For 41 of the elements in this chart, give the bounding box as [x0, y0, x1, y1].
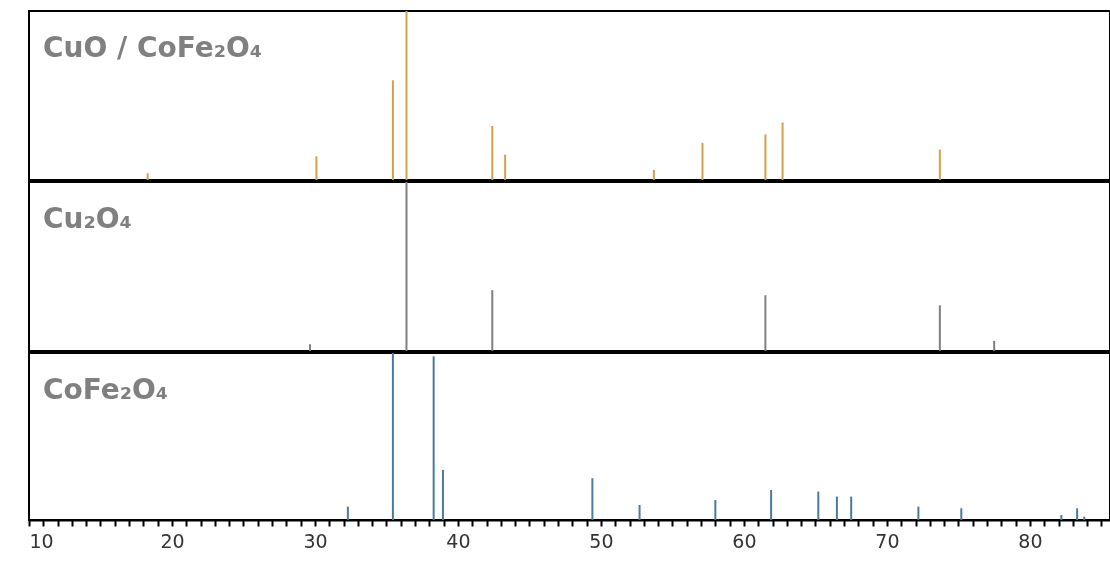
bar: [938, 305, 941, 351]
bar: [346, 506, 349, 520]
x-tick-label: 80: [1018, 529, 1043, 552]
bar: [701, 142, 704, 180]
x-tick-label: 60: [732, 529, 757, 552]
text: CoFe₂O₄: [43, 373, 169, 406]
bar: [491, 125, 494, 180]
bar: [652, 169, 655, 180]
x-tick-label: 10: [29, 529, 54, 552]
bar: [391, 353, 394, 520]
x-tick-label: 40: [446, 529, 471, 552]
bar: [504, 154, 507, 180]
bar: [781, 122, 784, 180]
text: CuO / CoFe₂O₄: [43, 31, 263, 64]
bar: [308, 344, 311, 351]
bar: [938, 149, 941, 180]
bar: [917, 506, 920, 520]
bar: [1060, 514, 1063, 520]
bar: [146, 173, 149, 180]
bar: [315, 156, 318, 180]
bar: [764, 295, 767, 351]
x-tick-label: 50: [589, 529, 614, 552]
bar: [960, 508, 963, 520]
text: Cu₂O₄: [43, 202, 132, 235]
x-tick-label: 30: [303, 529, 328, 552]
bar: [638, 504, 641, 520]
bar: [850, 496, 853, 520]
bar: [591, 478, 594, 520]
bar: [714, 499, 717, 520]
bar: [835, 496, 838, 520]
bar: [764, 134, 767, 180]
bar: [441, 469, 444, 520]
bar: [432, 356, 435, 520]
x-tick-label: 70: [875, 529, 900, 552]
bar: [993, 340, 996, 351]
bar: [491, 290, 494, 351]
bar: [1076, 508, 1079, 520]
bar: [770, 489, 773, 520]
bar: [391, 80, 394, 180]
bar: [817, 491, 820, 520]
x-tick-label: 20: [160, 529, 185, 552]
